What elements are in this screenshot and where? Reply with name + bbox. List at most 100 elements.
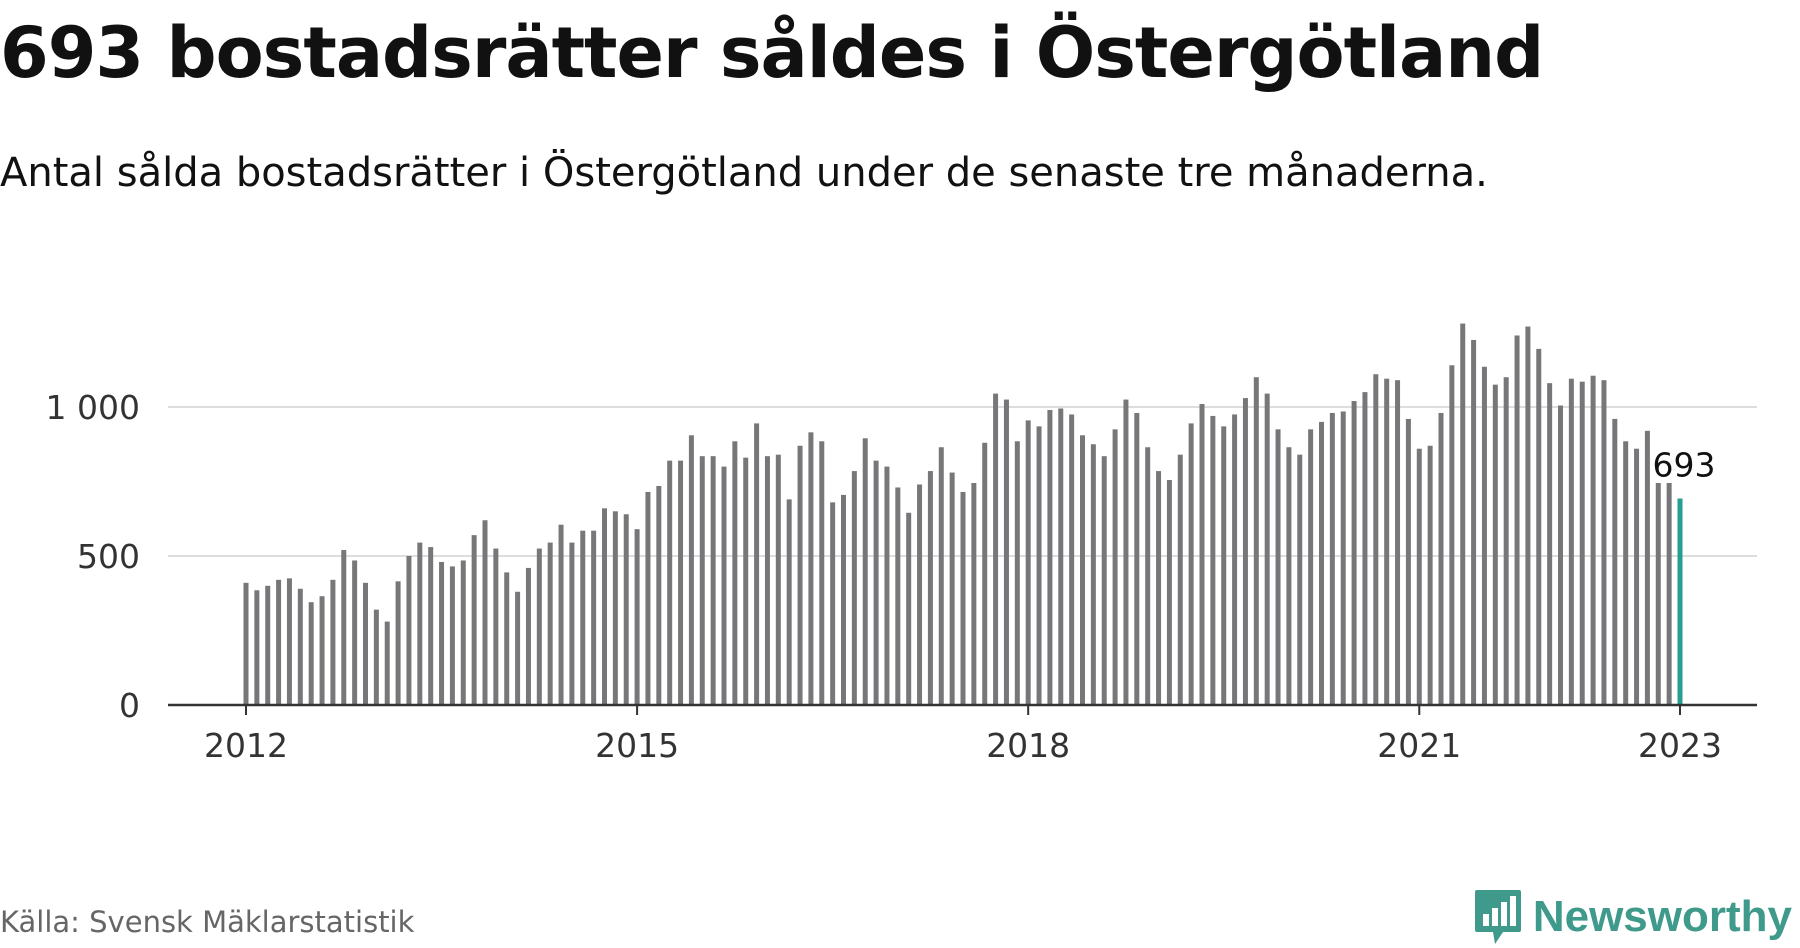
bar: [243, 582, 249, 705]
bar: [971, 482, 977, 705]
bar: [667, 460, 673, 705]
bar: [1253, 377, 1259, 705]
bar: [363, 582, 368, 705]
bar: [1177, 454, 1183, 705]
axis-labels: 0 500 1 000 693 2012 2015 2018 2021 2023: [46, 388, 1722, 765]
bar: [1319, 421, 1324, 705]
bar: [417, 542, 423, 705]
bar: [1156, 471, 1162, 705]
bar: [482, 520, 488, 705]
bar: [927, 471, 933, 705]
bar: [493, 548, 499, 705]
x-tick-label: 2012: [204, 726, 288, 765]
bar: [1080, 435, 1085, 705]
bar: [917, 484, 923, 705]
bar: [1427, 445, 1433, 705]
bar: [580, 530, 586, 705]
bar: [645, 491, 651, 705]
bar: [1329, 412, 1335, 705]
bar-chart: 0 500 1 000 693 2012 2015 2018 2021 2023: [46, 323, 1757, 765]
bar: [341, 550, 347, 705]
bar: [308, 602, 314, 705]
bar: [1025, 420, 1031, 705]
bar: [1514, 335, 1520, 705]
bar: [982, 442, 988, 705]
bar: [743, 457, 749, 705]
bar: [460, 560, 466, 705]
bar: [1634, 448, 1640, 705]
bar: [1210, 415, 1216, 705]
bar: [428, 547, 434, 705]
bar: [1525, 326, 1531, 705]
bar: [1644, 430, 1650, 705]
bar: [1166, 480, 1172, 705]
bar: [1123, 399, 1129, 705]
bar: [830, 502, 836, 705]
bar: [1014, 441, 1020, 705]
bar: [1416, 448, 1422, 705]
bar: [1373, 374, 1379, 705]
bar: [1405, 418, 1411, 705]
bar: [1568, 378, 1574, 705]
newsworthy-logo-icon: [1474, 890, 1521, 944]
bar: [710, 456, 716, 705]
bar: [1579, 381, 1585, 705]
bar: [319, 596, 325, 705]
bar: [297, 588, 303, 705]
axes: [168, 703, 1757, 715]
data-label-latest: 693: [1653, 445, 1716, 484]
bar: [525, 567, 531, 705]
bar: [373, 609, 379, 705]
bar: [678, 460, 684, 705]
bar: [634, 529, 640, 705]
bar: [1623, 441, 1629, 705]
bar: [1199, 404, 1205, 705]
brand-logo[interactable]: Newsworthy: [1473, 888, 1792, 946]
bar: [1590, 375, 1596, 705]
bar: [406, 556, 412, 705]
x-tick-label: 2015: [595, 726, 679, 765]
bar: [884, 466, 890, 705]
bar: [1188, 423, 1194, 705]
bar: [851, 471, 857, 705]
bar: [569, 542, 575, 705]
bar: [276, 579, 282, 705]
bar: [1503, 377, 1509, 705]
bar: [732, 441, 738, 705]
bar: [536, 548, 542, 705]
bar: [699, 456, 705, 705]
bar: [352, 560, 358, 705]
bar: [1264, 393, 1270, 705]
x-tick-label: 2021: [1377, 726, 1461, 765]
bar: [1655, 482, 1661, 705]
bar: [775, 454, 781, 705]
bar: [1036, 426, 1042, 705]
bar: [873, 460, 879, 705]
bar: [764, 456, 770, 705]
bar: [504, 572, 510, 705]
bar: [862, 438, 868, 705]
bar: [1232, 414, 1238, 705]
bar: [1090, 444, 1096, 705]
bar: [439, 561, 445, 705]
chart-subtitle: Antal sålda bostadsrätter i Östergötland…: [0, 150, 1488, 196]
bar: [819, 441, 825, 705]
bar: [265, 585, 271, 705]
bar: [1666, 482, 1672, 705]
bar: [1438, 412, 1444, 705]
bar: [1286, 447, 1292, 705]
bar: [286, 578, 292, 705]
bar: [1395, 380, 1401, 705]
bar: [449, 566, 455, 705]
bar: [1362, 392, 1368, 705]
bar: [656, 485, 662, 705]
bar: [721, 466, 727, 705]
bar: [786, 499, 792, 705]
bar: [1351, 401, 1357, 705]
bar-series: [243, 323, 1683, 705]
bar: [938, 447, 944, 705]
bar: [330, 579, 336, 705]
bar: [1275, 429, 1281, 705]
bar: [1297, 454, 1303, 705]
bar: [1101, 456, 1107, 705]
